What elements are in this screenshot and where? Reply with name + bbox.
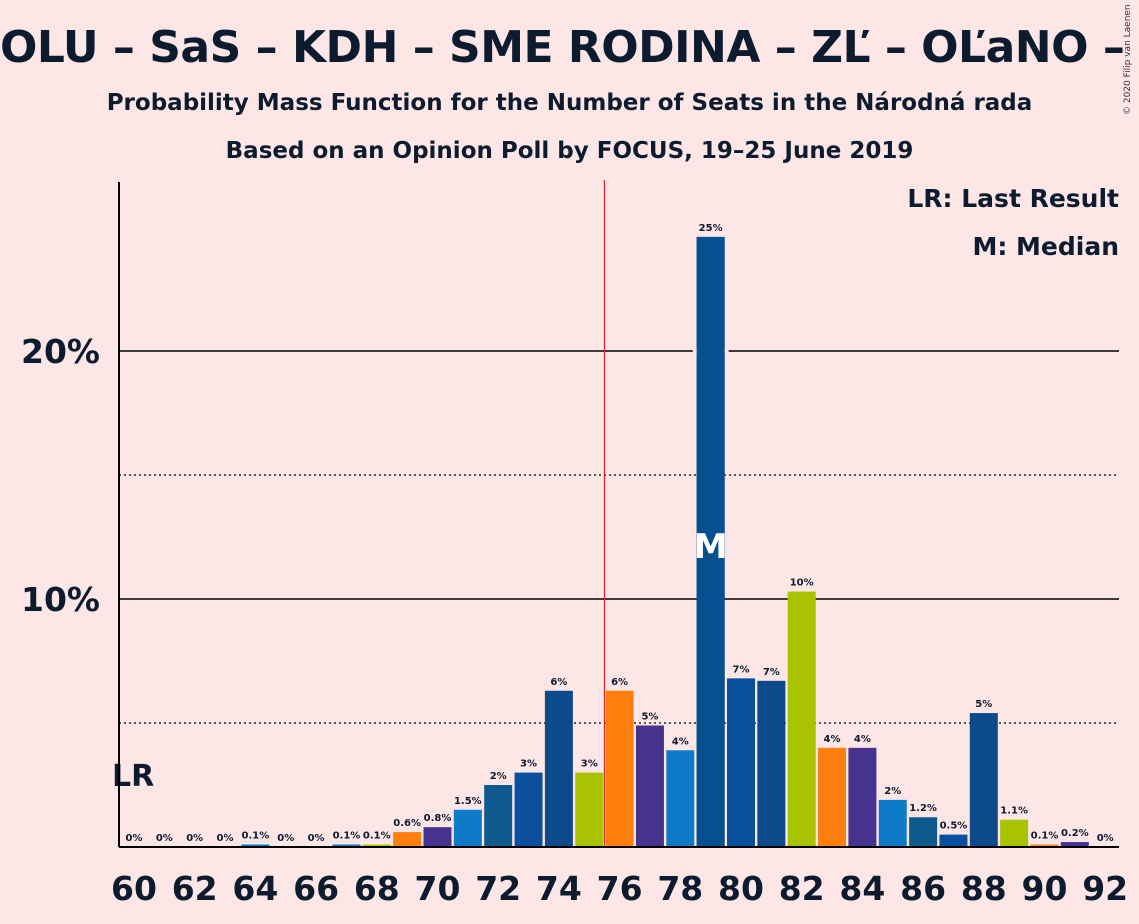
x-tick-label: 62 <box>172 869 218 908</box>
bar-label: 1.5% <box>454 796 482 807</box>
x-tick-label: 72 <box>475 869 521 908</box>
bar-label: 0% <box>217 833 234 844</box>
bar-seat-81 <box>757 680 786 847</box>
bar-seat-85 <box>878 799 907 847</box>
bar-label: 1.2% <box>909 803 937 814</box>
y-tick-label: 20% <box>21 332 100 371</box>
bar-seat-82 <box>787 591 816 847</box>
bar-seat-91 <box>1060 842 1089 847</box>
bar-label: 7% <box>763 667 780 678</box>
x-tick-label: 70 <box>415 869 461 908</box>
bar-label: 0.1% <box>242 831 270 842</box>
bar-label: 25% <box>699 223 723 234</box>
x-tick-label: 68 <box>354 869 400 908</box>
x-tick-label: 90 <box>1022 869 1068 908</box>
bar-label: 1.1% <box>1000 806 1028 817</box>
bar-label: 2% <box>490 771 507 782</box>
bar-label: 4% <box>824 734 841 745</box>
bar-label: 0.1% <box>333 831 361 842</box>
bar-seat-78 <box>666 750 695 847</box>
bar-seat-74 <box>544 690 573 847</box>
x-tick-label: 92 <box>1082 869 1128 908</box>
bar-seat-84 <box>848 747 877 847</box>
chart-source: Based on an Opinion Poll by FOCUS, 19–25… <box>225 138 914 164</box>
x-tick-label: 64 <box>232 869 278 908</box>
bar-seat-77 <box>635 725 664 847</box>
bar-label: 6% <box>611 677 628 688</box>
bar-label: 0.1% <box>363 831 391 842</box>
bar-label: 0% <box>126 833 143 844</box>
bar-label: 6% <box>550 677 567 688</box>
bar-label: 0% <box>186 833 203 844</box>
bar-label: 0% <box>308 833 325 844</box>
legend-median: M: Median <box>972 232 1119 261</box>
x-tick-label: 66 <box>293 869 339 908</box>
bar-seat-87 <box>939 834 968 847</box>
x-tick-label: 84 <box>839 869 885 908</box>
bar-seat-72 <box>484 785 513 847</box>
x-tick-label: 86 <box>900 869 946 908</box>
bar-label: 3% <box>581 759 598 770</box>
bar-seat-68 <box>362 844 391 847</box>
bar-seat-90 <box>1030 844 1059 847</box>
legend-last-result: LR: Last Result <box>907 184 1119 213</box>
bar-seat-83 <box>818 747 847 847</box>
chart-title: OLU – SaS – KDH – SME RODINA – ZĽ – OĽaN… <box>0 22 1139 73</box>
bar-label: 0% <box>1097 833 1114 844</box>
x-tick-label: 76 <box>597 869 643 908</box>
bar-label: 5% <box>641 711 658 722</box>
bar-seat-69 <box>393 832 422 847</box>
bar-seat-76 <box>605 690 634 847</box>
x-tick-label: 80 <box>718 869 764 908</box>
bar-label: 0.6% <box>393 818 421 829</box>
bar-label: 4% <box>672 736 689 747</box>
bar-seat-80 <box>727 678 755 847</box>
y-tick-label: 10% <box>21 580 100 619</box>
bar-seat-71 <box>453 809 482 847</box>
x-tick-label: 82 <box>779 869 825 908</box>
bar-seat-67 <box>332 844 361 847</box>
bar-label: 3% <box>520 759 537 770</box>
bar-label: 2% <box>884 786 901 797</box>
bar-label: 10% <box>790 578 814 589</box>
bar-label: 5% <box>975 699 992 710</box>
bar-seat-75 <box>575 772 604 847</box>
bar-label: 7% <box>733 664 750 675</box>
bar-label: 0.5% <box>940 821 968 832</box>
x-tick-label: 60 <box>111 869 157 908</box>
x-tick-label: 88 <box>961 869 1007 908</box>
median-marker: M <box>694 527 728 567</box>
bar-label: 0.2% <box>1061 828 1089 839</box>
x-tick-label: 74 <box>536 869 582 908</box>
bar-seat-88 <box>969 713 998 847</box>
bar-label: 0.8% <box>424 813 452 824</box>
chart-subtitle: Probability Mass Function for the Number… <box>106 90 1033 116</box>
bar-seat-73 <box>514 772 543 847</box>
bar-label: 4% <box>854 734 871 745</box>
bar-label: 0.1% <box>1031 831 1059 842</box>
bar-label: 0% <box>156 833 173 844</box>
bar-seat-64 <box>241 844 270 847</box>
bar-seat-70 <box>423 827 452 847</box>
bar-label: 0% <box>277 833 294 844</box>
bar-seat-89 <box>1000 819 1029 847</box>
x-tick-label: 78 <box>657 869 703 908</box>
bar-seat-86 <box>909 817 938 847</box>
median-bar <box>696 236 725 848</box>
